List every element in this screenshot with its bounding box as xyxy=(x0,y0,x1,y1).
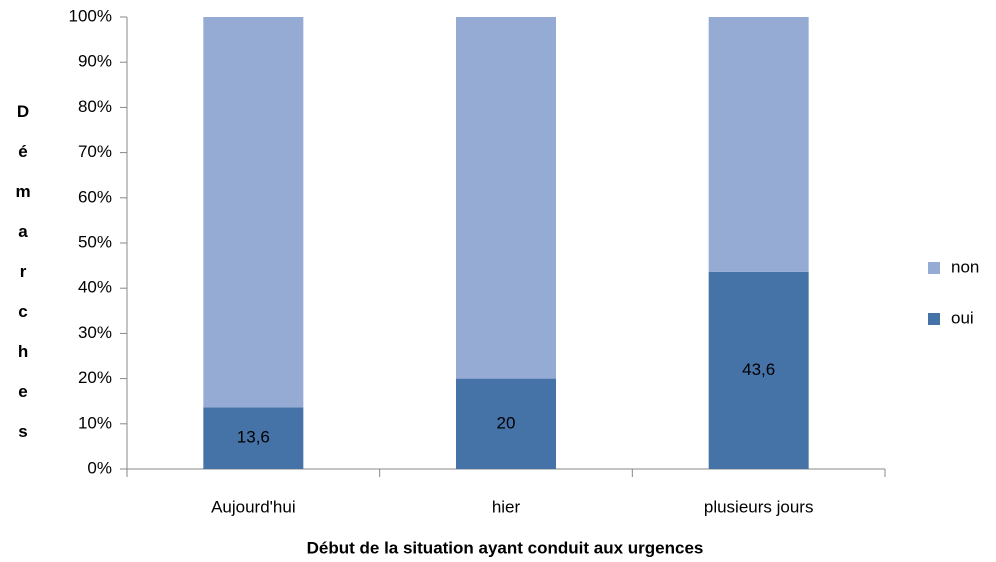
y-tick-label: 100% xyxy=(69,6,112,25)
legend-swatch xyxy=(928,313,940,325)
x-axis-title: Début de la situation ayant conduit aux … xyxy=(307,538,704,557)
bar-segment xyxy=(203,407,304,469)
y-tick-label: 50% xyxy=(78,232,112,251)
legend-label: non xyxy=(951,257,979,276)
y-tick-label: 90% xyxy=(78,52,112,71)
x-tick-label: plusieurs jours xyxy=(704,497,814,516)
legend-swatch xyxy=(928,262,940,274)
y-tick-label: 80% xyxy=(78,97,112,116)
bar-segment xyxy=(708,17,809,272)
x-tick-label: hier xyxy=(492,497,521,516)
data-label: 13,6 xyxy=(237,428,270,447)
y-tick-label: 40% xyxy=(78,278,112,297)
y-tick-label: 30% xyxy=(78,323,112,342)
data-label: 20 xyxy=(497,413,516,432)
y-tick-label: 70% xyxy=(78,142,112,161)
y-axis-title: Démarches xyxy=(14,102,33,462)
bar-segment xyxy=(203,17,304,408)
y-tick-label: 20% xyxy=(78,368,112,387)
legend-label: oui xyxy=(951,308,974,327)
bar-segment xyxy=(456,378,556,469)
data-label: 43,6 xyxy=(742,360,775,379)
x-tick-label: Aujourd'hui xyxy=(211,497,296,516)
y-tick-label: 60% xyxy=(78,187,112,206)
bar-segment xyxy=(456,17,556,379)
bar-segment xyxy=(708,271,809,469)
y-tick-label: 0% xyxy=(87,458,112,477)
y-tick-label: 10% xyxy=(78,413,112,432)
